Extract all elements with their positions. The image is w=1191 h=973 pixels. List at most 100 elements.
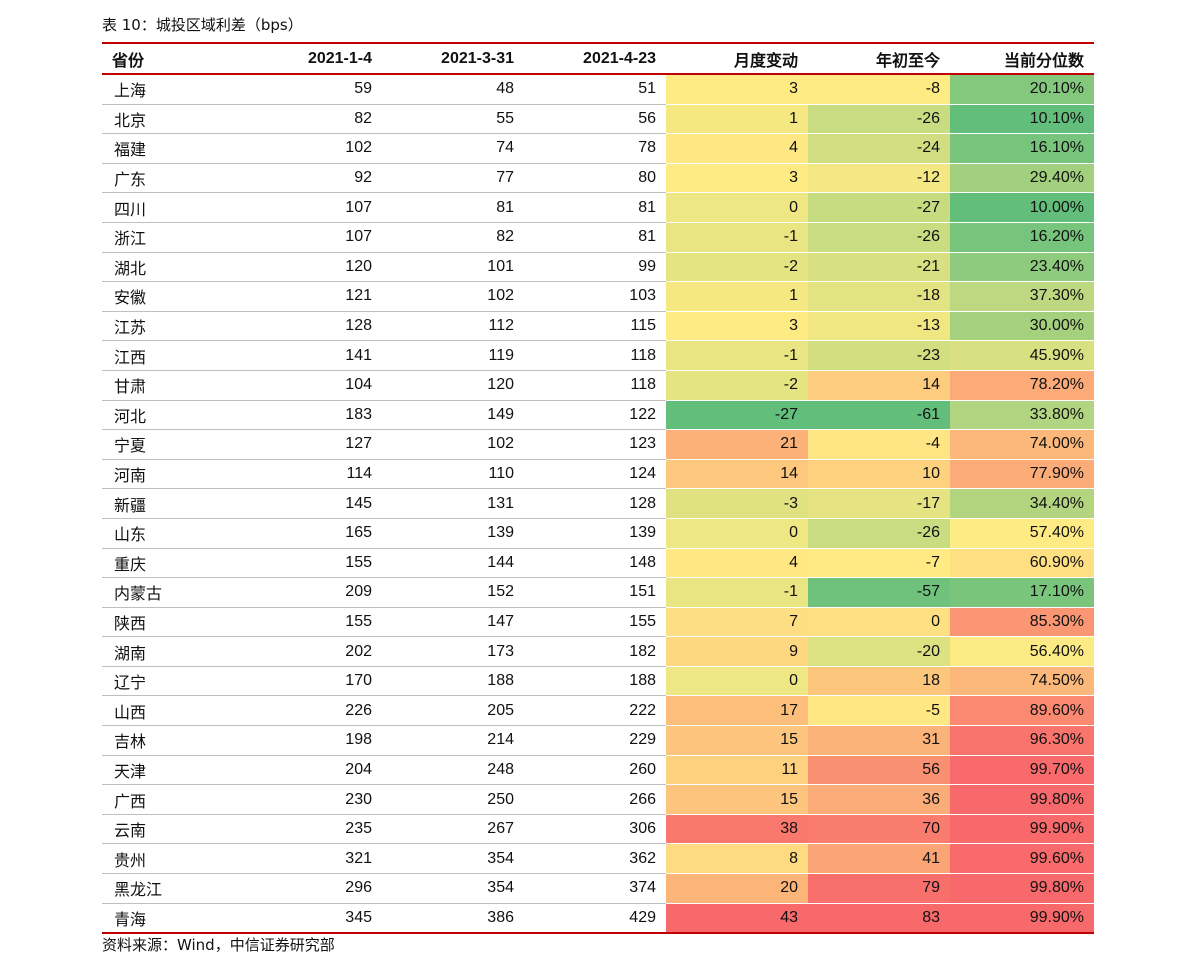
table-row: 河北 183 149 122 -27 -61 33.80% [102,400,1094,431]
spread-2021-1-4-cell: 120 [218,252,382,283]
monthly-change-cell: -1 [666,340,808,371]
table-row: 黑龙江 296 354 374 20 79 99.80% [102,873,1094,904]
province-cell: 宁夏 [102,429,218,460]
spread-2021-4-23-cell: 103 [524,281,666,312]
ytd-change-cell: -8 [808,74,950,105]
table-row: 上海 59 48 51 3 -8 20.10% [102,74,1094,105]
table-row: 山东 165 139 139 0 -26 57.40% [102,518,1094,549]
ytd-change-cell: 41 [808,843,950,875]
ytd-change-cell: -20 [808,636,950,667]
header-2021-4-23: 2021-4-23 [524,42,666,75]
percentile-cell: 56.40% [950,636,1094,667]
spread-2021-3-31-cell: 267 [382,814,524,845]
spread-2021-3-31-cell: 120 [382,370,524,401]
table-row: 四川 107 81 81 0 -27 10.00% [102,192,1094,223]
province-cell: 山东 [102,518,218,549]
spread-2021-3-31-cell: 82 [382,222,524,253]
percentile-cell: 99.80% [950,784,1094,815]
spread-2021-4-23-cell: 266 [524,784,666,815]
percentile-cell: 33.80% [950,400,1094,431]
spread-2021-4-23-cell: 115 [524,311,666,342]
spread-2021-3-31-cell: 119 [382,340,524,371]
spread-2021-4-23-cell: 80 [524,163,666,194]
province-cell: 湖北 [102,252,218,283]
table-row: 浙江 107 82 81 -1 -26 16.20% [102,222,1094,253]
header-percentile: 当前分位数 [950,42,1094,75]
province-cell: 河南 [102,459,218,490]
monthly-change-cell: 15 [666,725,808,756]
monthly-change-cell: 3 [666,311,808,342]
percentile-cell: 85.30% [950,607,1094,638]
province-cell: 浙江 [102,222,218,253]
table-row: 北京 82 55 56 1 -26 10.10% [102,104,1094,135]
spread-2021-1-4-cell: 82 [218,104,382,135]
table-row: 安徽 121 102 103 1 -18 37.30% [102,281,1094,312]
monthly-change-cell: -1 [666,577,808,608]
percentile-cell: 16.10% [950,133,1094,164]
monthly-change-cell: -2 [666,252,808,283]
percentile-cell: 99.70% [950,755,1094,786]
spread-2021-3-31-cell: 77 [382,163,524,194]
spread-2021-3-31-cell: 354 [382,873,524,904]
ytd-change-cell: 79 [808,873,950,904]
table-row: 天津 204 248 260 11 56 99.70% [102,755,1094,786]
ytd-change-cell: -21 [808,252,950,283]
province-cell: 吉林 [102,725,218,756]
header-row: 省份 2021-1-4 2021-3-31 2021-4-23 月度变动 年初至… [102,42,1094,75]
spread-2021-3-31-cell: 205 [382,695,524,727]
spread-2021-1-4-cell: 92 [218,163,382,194]
ytd-change-cell: -23 [808,340,950,371]
spread-2021-4-23-cell: 151 [524,577,666,608]
spread-2021-3-31-cell: 101 [382,252,524,283]
table-row: 山西 226 205 222 17 -5 89.60% [102,695,1094,727]
province-cell: 河北 [102,400,218,431]
ytd-change-cell: 18 [808,666,950,697]
ytd-change-cell: 10 [808,459,950,490]
table-row: 辽宁 170 188 188 0 18 74.50% [102,666,1094,697]
spread-2021-1-4-cell: 170 [218,666,382,697]
percentile-cell: 16.20% [950,222,1094,253]
monthly-change-cell: 1 [666,281,808,312]
percentile-cell: 99.90% [950,903,1094,935]
spread-2021-1-4-cell: 107 [218,192,382,223]
monthly-change-cell: -3 [666,488,808,519]
table-row: 重庆 155 144 148 4 -7 60.90% [102,548,1094,579]
table-row: 宁夏 127 102 123 21 -4 74.00% [102,429,1094,460]
ytd-change-cell: -61 [808,400,950,431]
province-cell: 江西 [102,340,218,371]
spread-2021-1-4-cell: 321 [218,843,382,875]
monthly-change-cell: 8 [666,843,808,875]
spread-2021-1-4-cell: 345 [218,903,382,935]
ytd-change-cell: -13 [808,311,950,342]
spread-2021-1-4-cell: 141 [218,340,382,371]
spread-2021-1-4-cell: 145 [218,488,382,519]
spread-2021-4-23-cell: 306 [524,814,666,845]
spread-2021-3-31-cell: 81 [382,192,524,223]
spread-2021-4-23-cell: 81 [524,192,666,223]
spread-2021-3-31-cell: 173 [382,636,524,667]
province-cell: 福建 [102,133,218,164]
percentile-cell: 10.00% [950,192,1094,223]
table-row: 河南 114 110 124 14 10 77.90% [102,459,1094,490]
ytd-change-cell: 14 [808,370,950,401]
ytd-change-cell: -27 [808,192,950,223]
spread-2021-3-31-cell: 131 [382,488,524,519]
table-row: 湖南 202 173 182 9 -20 56.40% [102,636,1094,667]
monthly-change-cell: -2 [666,370,808,401]
spread-2021-4-23-cell: 122 [524,400,666,431]
spread-2021-4-23-cell: 128 [524,488,666,519]
monthly-change-cell: -27 [666,400,808,431]
header-2021-3-31: 2021-3-31 [382,42,524,75]
spread-2021-1-4-cell: 155 [218,548,382,579]
spread-2021-3-31-cell: 354 [382,843,524,875]
spread-2021-1-4-cell: 114 [218,459,382,490]
monthly-change-cell: 43 [666,903,808,935]
monthly-change-cell: 14 [666,459,808,490]
percentile-cell: 78.20% [950,370,1094,401]
province-cell: 新疆 [102,488,218,519]
spread-2021-3-31-cell: 144 [382,548,524,579]
percentile-cell: 74.50% [950,666,1094,697]
table-row: 贵州 321 354 362 8 41 99.60% [102,843,1094,875]
spread-2021-1-4-cell: 183 [218,400,382,431]
spread-2021-4-23-cell: 155 [524,607,666,638]
